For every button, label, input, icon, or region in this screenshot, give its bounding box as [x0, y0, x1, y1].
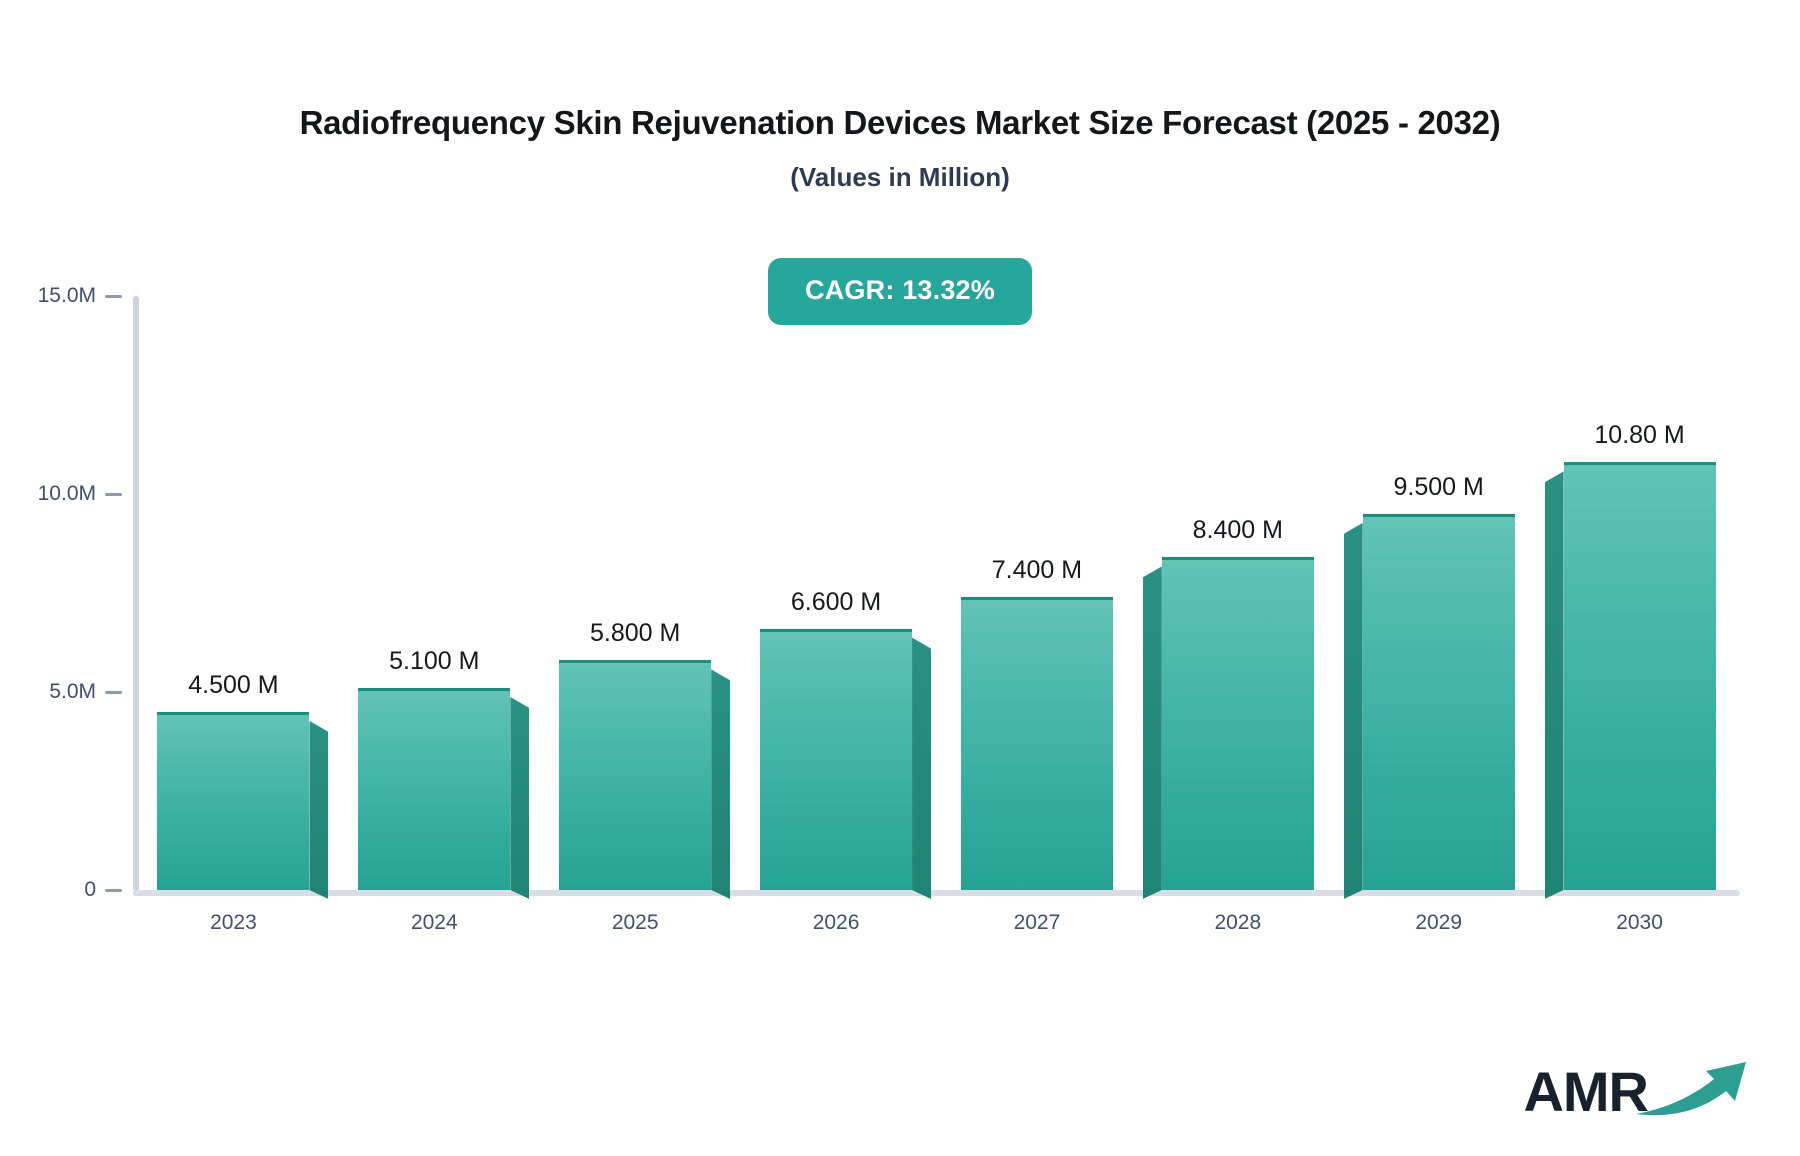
bar[interactable]: 6.600 M	[760, 589, 913, 890]
chart-header: Radiofrequency Skin Rejuvenation Devices…	[0, 0, 1800, 192]
bar-front-face	[1161, 557, 1314, 890]
bar-group: 10.80 M	[1564, 296, 1716, 890]
bar-value-label: 8.400 M	[1192, 516, 1283, 545]
bar[interactable]: 10.80 M	[1563, 423, 1716, 890]
x-axis-line	[133, 890, 1740, 896]
bar-value-label: 5.100 M	[389, 647, 480, 676]
bar-front-face	[559, 660, 712, 890]
y-axis-tick-mark	[105, 888, 122, 892]
x-axis-label: 2026	[812, 911, 860, 934]
amr-logo-text: AMR	[1523, 1060, 1649, 1123]
x-axis-label: 2025	[611, 911, 659, 934]
bar[interactable]: 5.800 M	[559, 621, 712, 890]
bar-side-face	[510, 697, 529, 899]
x-axis-label: 2029	[1415, 911, 1463, 934]
bar[interactable]: 5.100 M	[358, 649, 511, 890]
bar-group: 7.400 M	[960, 296, 1113, 890]
bar-group: 8.400 M	[1162, 296, 1314, 890]
cagr-badge: CAGR: 13.32%	[768, 258, 1032, 325]
y-axis-tick-mark	[105, 294, 122, 298]
bar[interactable]: 9.500 M	[1362, 474, 1515, 890]
bar-value-label: 4.500 M	[188, 670, 279, 699]
bar-front-face	[358, 688, 511, 890]
bars-layer: 4.500 M 5.100 M 5.800 M 6.600 M 7.400 M 8.400…	[133, 296, 1740, 890]
bar-front-face	[1563, 462, 1716, 890]
bar-front-face	[157, 711, 310, 890]
bar[interactable]: 4.500 M	[157, 672, 310, 890]
amr-logo: AMR	[1523, 1057, 1752, 1120]
growth-arrow-icon	[1634, 1057, 1752, 1124]
y-axis-tick-label: 15.0M	[37, 283, 96, 307]
y-axis-tick-label: 10.0M	[37, 481, 96, 505]
bar-group: 6.600 M	[760, 296, 912, 890]
bar-value-label: 5.800 M	[590, 619, 681, 648]
x-axis-label: 2028	[1214, 911, 1262, 934]
bar-side-face	[912, 638, 931, 899]
x-axis-label: 2030	[1616, 911, 1663, 934]
bar-group: 4.500 M	[157, 296, 309, 890]
bar-side-face	[1545, 471, 1564, 899]
bar-group: 5.800 M	[559, 296, 711, 890]
bar-value-label: 7.400 M	[991, 555, 1083, 584]
bar-front-face	[760, 628, 913, 890]
x-axis-label: 2024	[410, 911, 458, 934]
y-axis-line	[133, 296, 139, 891]
bar-front-face	[960, 596, 1113, 890]
chart-subtitle: (Values in Million)	[790, 162, 1010, 193]
y-axis-tick-label: 5.0M	[49, 679, 96, 703]
bar-value-label: 10.80 M	[1594, 421, 1685, 450]
y-axis-tick-mark	[105, 690, 122, 694]
y-axis-tick-mark	[105, 492, 122, 496]
bar-side-face	[711, 669, 730, 899]
bar[interactable]: 8.400 M	[1161, 518, 1314, 890]
bar-group: 9.500 M	[1363, 296, 1515, 890]
bar-side-face	[309, 721, 328, 899]
x-axis-label: 2027	[1013, 911, 1061, 934]
bar-side-face	[1344, 523, 1363, 899]
bar-side-face	[1143, 566, 1162, 899]
x-axis-label: 2023	[210, 911, 257, 934]
bar[interactable]: 7.400 M	[960, 557, 1113, 890]
page-title: Radiofrequency Skin Rejuvenation Devices…	[299, 104, 1501, 141]
bar-front-face	[1362, 513, 1515, 890]
bar-value-label: 6.600 M	[790, 587, 882, 616]
bar-group: 5.100 M	[358, 296, 510, 890]
bar-value-label: 9.500 M	[1393, 472, 1484, 501]
y-axis-tick-label: 0	[84, 877, 96, 901]
